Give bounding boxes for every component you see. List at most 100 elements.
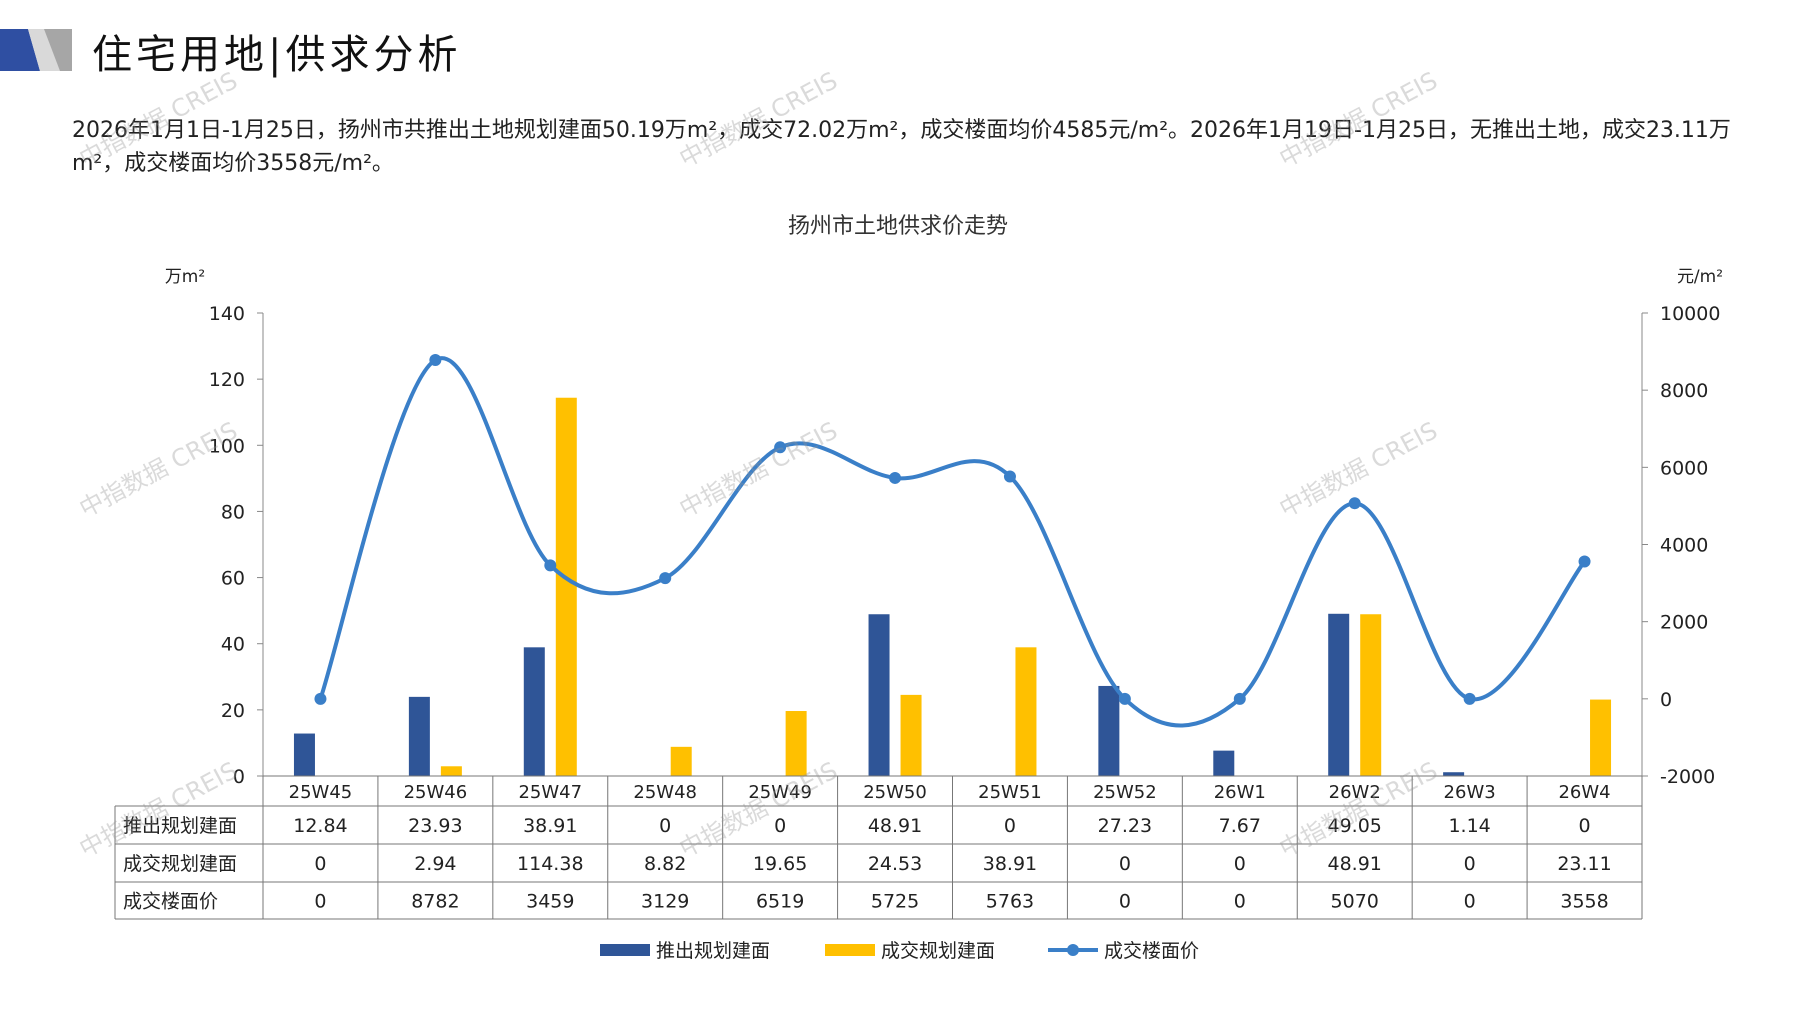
bar-supply: [1328, 613, 1350, 776]
bar-deal: [1590, 699, 1612, 776]
table-cell: 3129: [641, 891, 689, 913]
table-cell: 0: [314, 853, 326, 875]
category-label: 26W3: [1444, 782, 1496, 803]
bar-supply: [1213, 750, 1235, 776]
table-cell: 5725: [871, 891, 919, 913]
table-cell: 0: [1234, 853, 1246, 875]
left-tick-label: 20: [221, 700, 245, 722]
right-tick-label: 6000: [1660, 457, 1708, 479]
table-cell: 24.53: [868, 853, 922, 875]
price-point: [889, 471, 902, 484]
price-point: [774, 441, 787, 454]
bar-supply: [523, 647, 545, 776]
bar-deal: [440, 766, 462, 776]
table-cell: 0: [1004, 815, 1016, 837]
right-tick-label: 0: [1660, 689, 1672, 711]
table-cell: 5070: [1331, 891, 1379, 913]
price-point: [544, 559, 557, 572]
legend-label: 推出规划建面: [656, 940, 770, 962]
category-label: 25W51: [978, 782, 1042, 803]
left-axis-unit: 万m²: [165, 267, 205, 287]
price-point: [1233, 692, 1246, 705]
right-tick-label: 2000: [1660, 612, 1708, 634]
right-tick-label: 8000: [1660, 380, 1708, 402]
bar-deal: [1015, 647, 1037, 776]
price-point: [1463, 692, 1476, 705]
right-tick-label: 10000: [1660, 303, 1720, 325]
right-tick-label: 4000: [1660, 535, 1708, 557]
table-cell: 8782: [411, 891, 459, 913]
bar-deal: [785, 711, 807, 776]
bar-supply: [868, 614, 890, 776]
table-cell: 0: [1119, 891, 1131, 913]
price-point: [1348, 497, 1361, 510]
table-row-header: 推出规划建面: [123, 815, 237, 837]
price-line: [318, 356, 1587, 728]
left-tick-label: 0: [233, 766, 245, 788]
category-label: 25W50: [863, 782, 927, 803]
table-cell: 2.94: [414, 853, 456, 875]
table-cell: 0: [1578, 815, 1590, 837]
bar-supply: [293, 733, 315, 776]
header-banner-logo: [0, 29, 72, 71]
table-cell: 48.91: [868, 815, 922, 837]
table-cell: 0: [314, 891, 326, 913]
table-cell: 27.23: [1098, 815, 1152, 837]
table-cell: 23.11: [1557, 853, 1611, 875]
category-label: 25W46: [404, 782, 468, 803]
price-point: [1118, 692, 1131, 705]
left-tick-label: 40: [221, 634, 245, 656]
bar-supply: [408, 696, 430, 776]
table-cell: 38.91: [983, 853, 1037, 875]
price-point: [1003, 470, 1016, 483]
table-cell: 0: [1464, 853, 1476, 875]
category-label: 25W47: [518, 782, 582, 803]
table-cell: 12.84: [293, 815, 347, 837]
category-label: 26W4: [1558, 782, 1610, 803]
bar-supply: [1098, 685, 1120, 776]
table-cell: 1.14: [1448, 815, 1490, 837]
category-label: 25W48: [633, 782, 697, 803]
table-cell: 0: [1119, 853, 1131, 875]
table-cell: 49.05: [1328, 815, 1382, 837]
bar-deal: [555, 397, 577, 776]
table-cell: 5763: [986, 891, 1034, 913]
table-cell: 48.91: [1328, 853, 1382, 875]
left-tick-label: 120: [209, 369, 245, 391]
table-cell: 3558: [1560, 891, 1608, 913]
table-cell: 114.38: [517, 853, 583, 875]
left-tick-label: 100: [209, 435, 245, 457]
table-cell: 0: [1464, 891, 1476, 913]
bar-deal: [1360, 614, 1382, 776]
table-cell: 0: [1234, 891, 1246, 913]
table-cell: 3459: [526, 891, 574, 913]
page-title: 住宅用地|供求分析: [92, 32, 462, 78]
category-label: 26W2: [1329, 782, 1381, 803]
bar-supply: [1443, 772, 1465, 776]
table-cell: 19.65: [753, 853, 807, 875]
bar-deal: [670, 746, 692, 776]
right-tick-label: -2000: [1660, 766, 1715, 788]
left-tick-label: 140: [209, 303, 245, 325]
price-point: [659, 572, 672, 585]
legend-swatch-1: [825, 944, 875, 956]
category-label: 26W1: [1214, 782, 1266, 803]
category-label: 25W45: [289, 782, 353, 803]
price-point: [1578, 555, 1591, 568]
left-tick-label: 80: [221, 501, 245, 523]
chart-title: 扬州市土地供求价走势: [788, 214, 1008, 239]
right-axis-unit: 元/m²: [1677, 267, 1723, 287]
table-cell: 23.93: [408, 815, 462, 837]
table-row-header: 成交楼面价: [123, 891, 218, 913]
table-cell: 0: [774, 815, 786, 837]
legend-label: 成交楼面价: [1104, 940, 1199, 962]
table-cell: 6519: [756, 891, 804, 913]
legend-swatch-0: [600, 944, 650, 956]
legend-swatch-marker: [1067, 944, 1079, 956]
price-point: [314, 692, 327, 705]
category-label: 25W49: [748, 782, 812, 803]
table-cell: 0: [659, 815, 671, 837]
table-cell: 8.82: [644, 853, 686, 875]
table-row-header: 成交规划建面: [123, 853, 237, 875]
